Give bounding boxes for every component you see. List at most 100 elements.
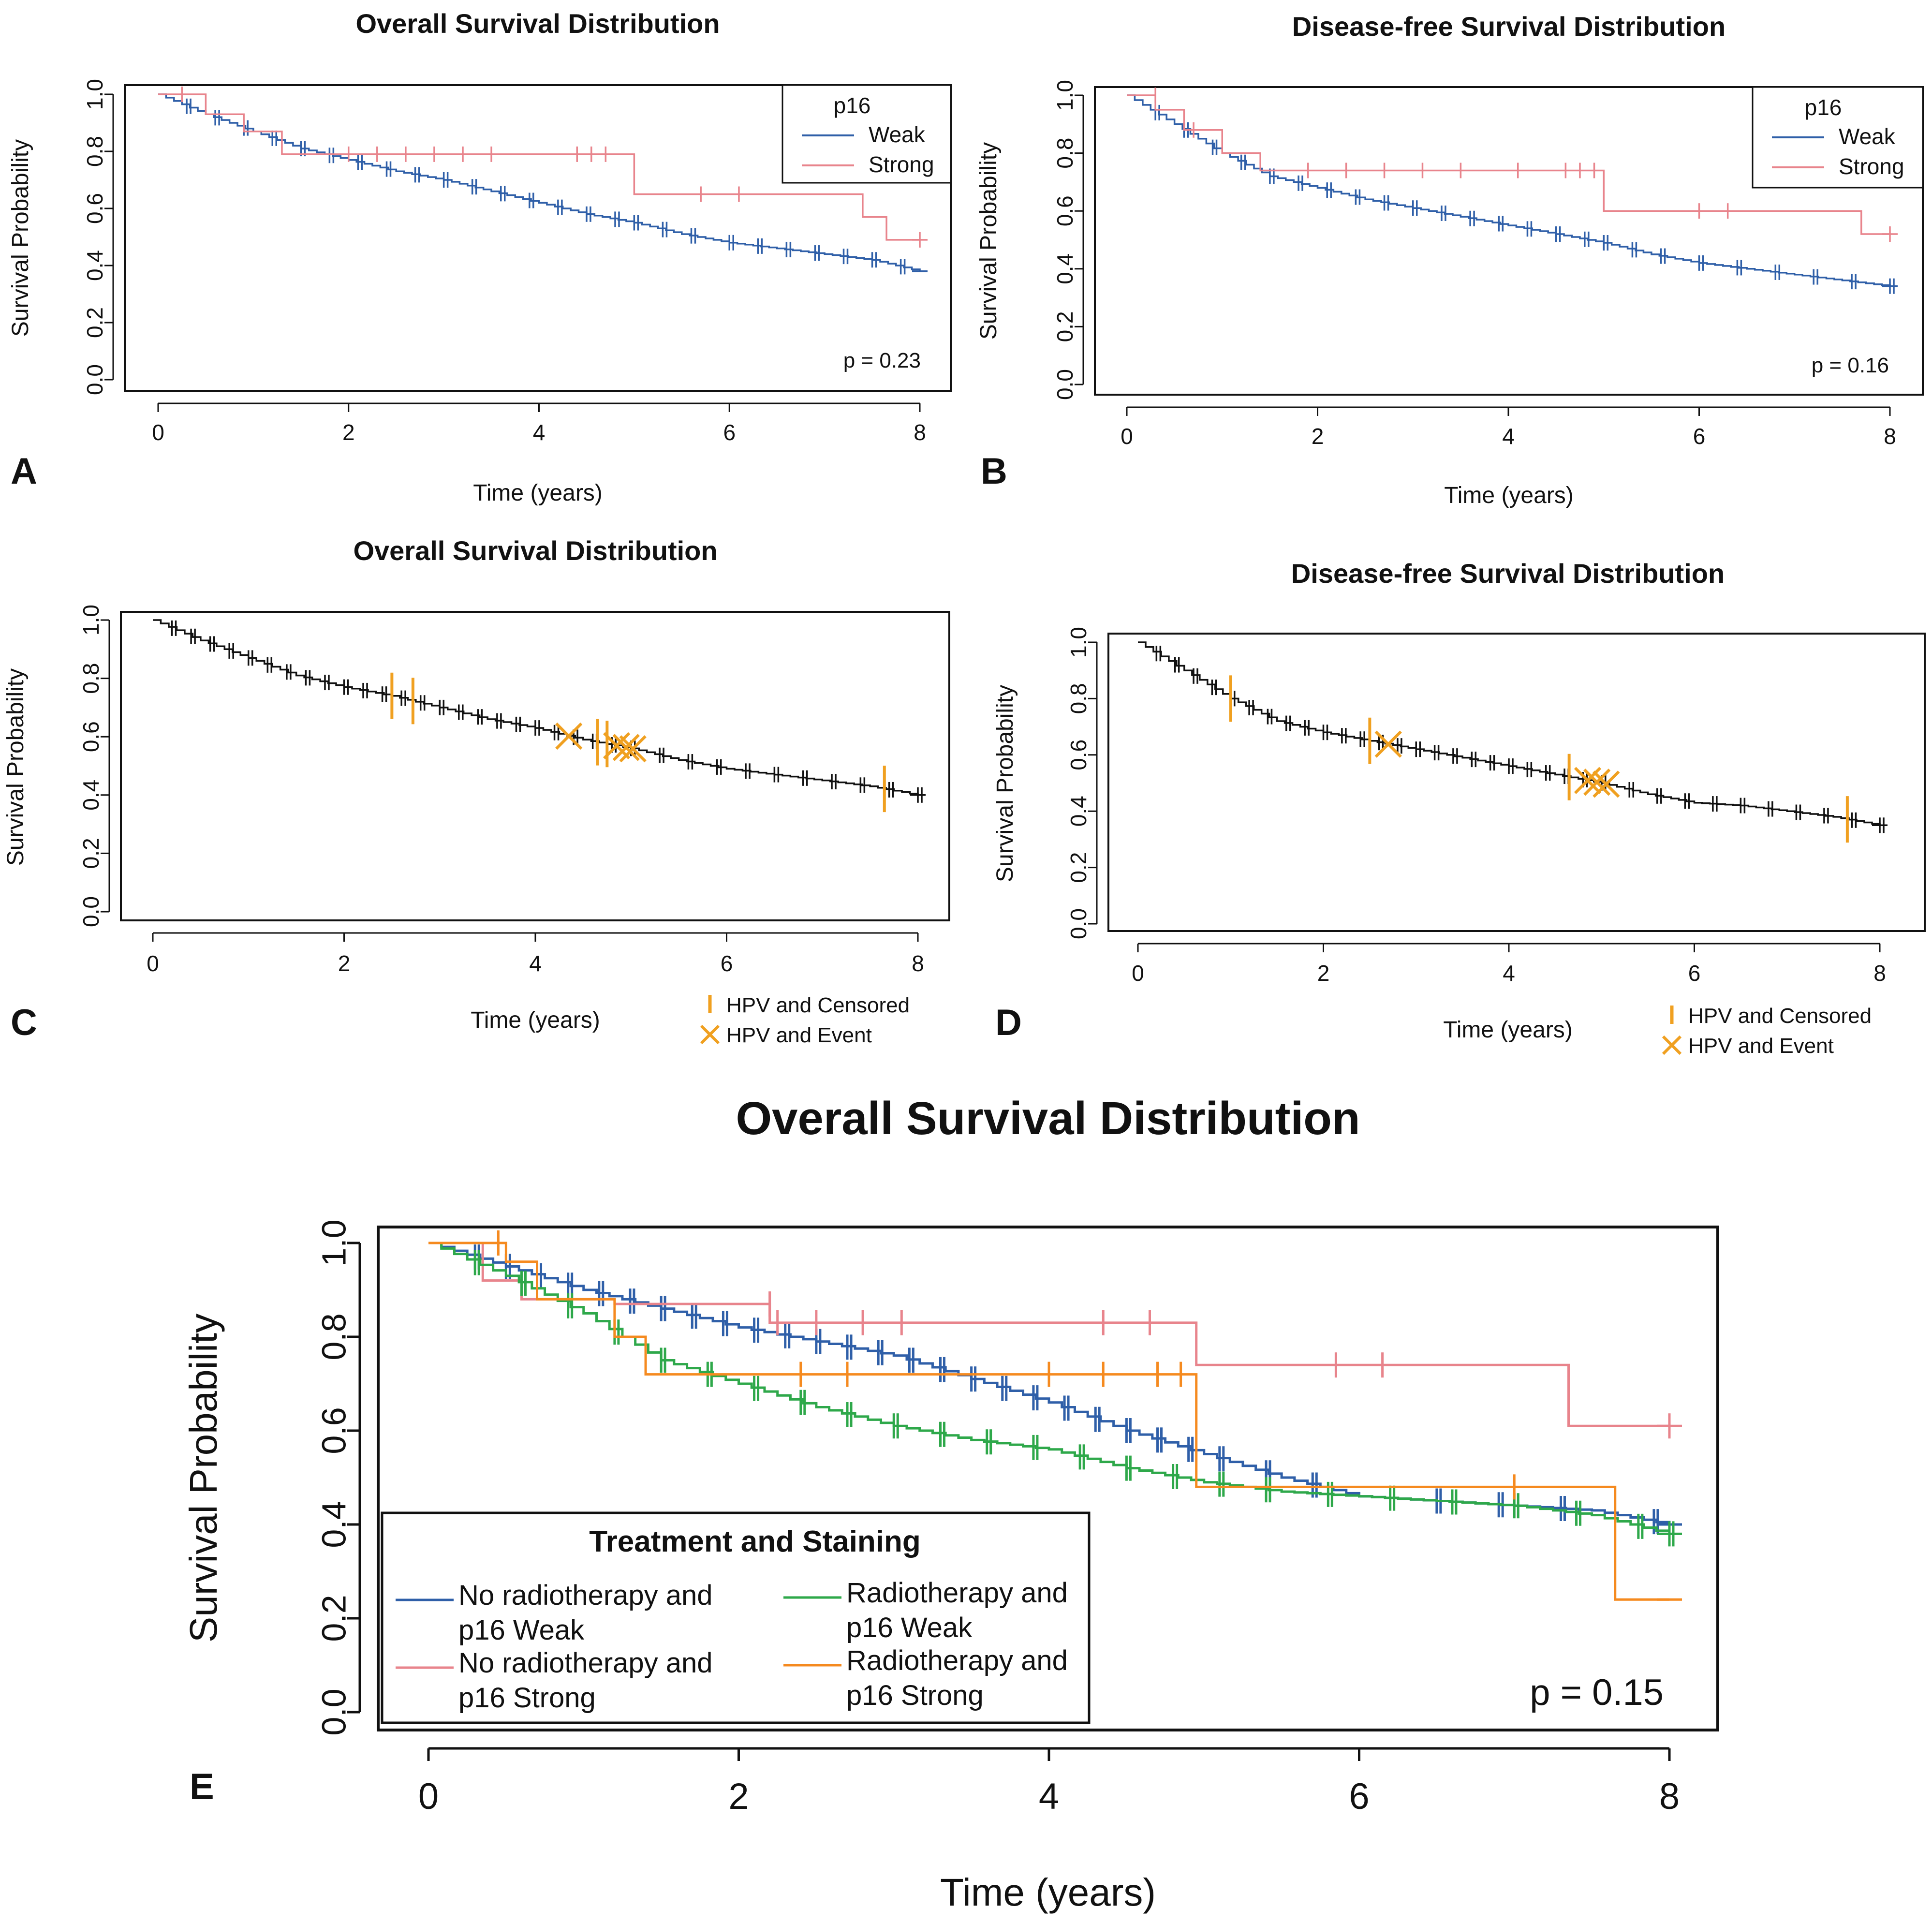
series-weak xyxy=(1127,94,1898,294)
x-tick-label: 6 xyxy=(723,420,736,445)
panel-label: E xyxy=(190,1766,214,1807)
x-axis-label: Time (years) xyxy=(940,1871,1156,1914)
panel-d: Disease-free Survival Distribution D 0.0 0.… xyxy=(992,558,1926,1058)
x-axis-label: Time (years) xyxy=(471,1007,600,1033)
y-tick-label: 1.0 xyxy=(1066,627,1091,658)
x-axis-label: Time (years) xyxy=(1444,483,1574,508)
x-axis-label: Time (years) xyxy=(473,480,603,506)
y-tick-label: 0.2 xyxy=(1066,852,1091,883)
y-tick-label: 0.0 xyxy=(78,896,103,927)
legend-box xyxy=(782,84,952,184)
x-axis-label: Time (years) xyxy=(1443,1017,1573,1043)
x-tick-label: 0 xyxy=(1121,424,1133,449)
y-tick-label: 1.0 xyxy=(315,1219,353,1266)
y-tick-label: 0.4 xyxy=(1066,796,1091,827)
x-tick-label: 2 xyxy=(342,420,355,445)
y-tick-label: 0.8 xyxy=(82,136,107,167)
hpv-event-mark xyxy=(612,734,640,761)
x-tick-label: 4 xyxy=(529,951,542,976)
panel-e: Overall Survival Distribution E 0.0 0.2 0.4 0… xyxy=(182,1093,1719,1914)
y-tick-label: 0.8 xyxy=(78,663,103,694)
x-tick-label: 6 xyxy=(1349,1776,1369,1817)
legend-label-line2: p16 Strong xyxy=(458,1682,596,1714)
panel-label: B xyxy=(981,451,1007,492)
legend-label-line1: Radiotherapy and xyxy=(846,1577,1068,1609)
y-tick-label: 1.0 xyxy=(78,605,103,636)
legend-label: Strong xyxy=(1839,154,1904,179)
legend-label: Weak xyxy=(1839,124,1896,149)
chart-title: Overall Survival Distribution xyxy=(355,8,720,39)
y-tick-label: 0.2 xyxy=(78,838,103,869)
x-tick-label: 0 xyxy=(152,420,164,445)
plot-frame xyxy=(124,84,952,392)
plot-frame xyxy=(120,611,950,921)
p-value-annotation: p = 0.16 xyxy=(1812,354,1889,377)
x-tick-label: 8 xyxy=(914,420,926,445)
legend-hpv-event-swatch xyxy=(700,1024,720,1045)
survival-curve xyxy=(428,1242,1669,1601)
legend-title: p16 xyxy=(834,93,871,118)
legend-label-line2: p16 Weak xyxy=(458,1614,585,1646)
x-tick-label: 0 xyxy=(147,951,159,976)
y-tick-label: 0.0 xyxy=(82,364,107,395)
y-tick-label: 0.2 xyxy=(82,307,107,338)
legend-hpv-event-label: HPV and Event xyxy=(726,1023,872,1047)
series-all xyxy=(153,619,926,803)
plot-frame xyxy=(1107,633,1926,932)
survival-curve xyxy=(1127,94,1890,235)
legend-hpv-event-label: HPV and Event xyxy=(1688,1034,1834,1058)
y-tick-label: 0.6 xyxy=(1066,740,1091,770)
y-axis-label: Survival Probability xyxy=(992,685,1018,882)
panels-layer: Overall Survival Distribution A 0.0 0.2 0.4 0… xyxy=(3,8,1926,1914)
legend-label-line2: p16 Strong xyxy=(846,1680,984,1711)
y-tick-label: 0.0 xyxy=(1066,908,1091,939)
x-tick-label: 6 xyxy=(1688,961,1701,986)
p-value-annotation: p = 0.15 xyxy=(1530,1672,1664,1713)
y-tick-label: 0.6 xyxy=(78,721,103,752)
chart-title: Overall Survival Distribution xyxy=(736,1093,1360,1144)
panel-label: D xyxy=(995,1002,1022,1043)
y-tick-label: 0.8 xyxy=(315,1313,353,1360)
series-strong xyxy=(1127,88,1898,242)
hpv-event-mark xyxy=(555,722,583,750)
legend-box xyxy=(381,1511,1091,1724)
y-axis-label: Survival Probability xyxy=(3,668,29,866)
x-tick-label: 2 xyxy=(728,1776,749,1817)
y-tick-label: 0.8 xyxy=(1052,138,1077,169)
y-tick-label: 1.0 xyxy=(1052,80,1077,111)
x-tick-label: 2 xyxy=(338,951,351,976)
x-tick-label: 2 xyxy=(1312,424,1324,449)
x-tick-label: 8 xyxy=(1659,1776,1680,1817)
panel-label: C xyxy=(11,1002,37,1043)
hpv-event-mark xyxy=(603,732,631,760)
panel-label: A xyxy=(11,451,37,492)
y-tick-label: 0.0 xyxy=(315,1688,353,1735)
series-weak xyxy=(158,93,928,275)
legend-label-line1: No radiotherapy and xyxy=(458,1580,713,1611)
survival-curve xyxy=(158,93,920,241)
chart-title: Disease-free Survival Distribution xyxy=(1292,11,1726,42)
y-tick-label: 0.4 xyxy=(82,250,107,281)
y-axis-label: Survival Probability xyxy=(8,139,33,337)
y-axis-label: Survival Probability xyxy=(182,1314,225,1642)
x-tick-label: 8 xyxy=(1884,424,1896,449)
y-tick-label: 0.6 xyxy=(82,193,107,224)
survival-curve xyxy=(428,1242,1669,1427)
x-tick-label: 4 xyxy=(1503,961,1515,986)
survival-curve xyxy=(158,93,921,271)
x-tick-label: 8 xyxy=(1873,961,1886,986)
x-tick-label: 6 xyxy=(1693,424,1706,449)
y-tick-label: 0.4 xyxy=(78,780,103,811)
hpv-event-mark xyxy=(619,735,647,763)
panel-c: Overall Survival Distribution C 0.0 0.2 0.4 0… xyxy=(3,535,950,1047)
x-tick-label: 8 xyxy=(912,951,924,976)
survival-curve xyxy=(428,1242,1671,1534)
y-tick-label: 0.4 xyxy=(1052,253,1077,284)
hpv-event-mark xyxy=(1593,770,1620,798)
legend-label: Weak xyxy=(869,122,926,147)
legend-hpv-censored-label: HPV and Censored xyxy=(1688,1004,1872,1028)
series-no-radiotherapy-and-p16-strong xyxy=(428,1242,1682,1439)
y-tick-label: 0.2 xyxy=(1052,311,1077,342)
